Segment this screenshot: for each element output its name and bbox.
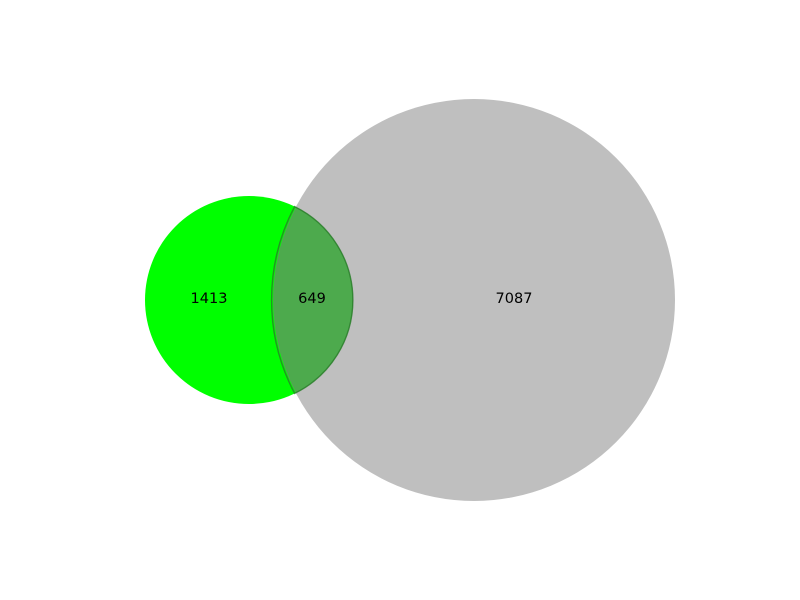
set-b-only-count: 7087 <box>496 291 533 307</box>
set-b-circle <box>273 99 675 501</box>
set-a-only-count: 1413 <box>191 291 228 307</box>
intersection-count: 649 <box>298 291 326 307</box>
intersection-outline <box>270 205 354 395</box>
